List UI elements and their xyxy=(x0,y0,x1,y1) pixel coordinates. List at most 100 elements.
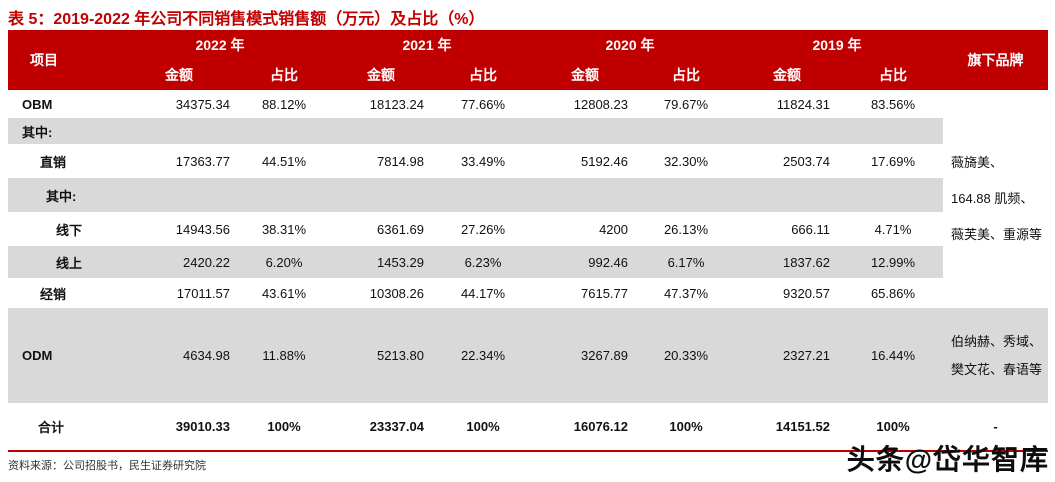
table-title: 表 5：2019-2022 年公司不同销售模式销售额（万元）及占比（%） xyxy=(8,11,485,28)
table-cell: 16076.12 xyxy=(573,419,628,434)
watermark-text: 头条@岱华智库 xyxy=(846,444,1049,475)
header-year-2020: 2020 年 金额 占比 xyxy=(529,30,731,90)
header-share: 占比 xyxy=(469,67,497,83)
table-cell: 666.11 xyxy=(791,221,830,237)
table-row-distribution: 经销 17011.57 43.61% 10308.26 44.17% 7615.… xyxy=(8,278,943,308)
table-cell: 992.46 xyxy=(588,254,628,270)
header-amount: 金额 xyxy=(571,67,599,83)
header-brands: 旗下品牌 xyxy=(967,52,1024,68)
table-cell: 100% xyxy=(466,419,500,434)
row-label: 合计 xyxy=(38,420,65,435)
table-body: OBM 34375.34 88.12% 18123.24 77.66% 1280… xyxy=(8,90,1048,450)
table-cell: 17363.77 xyxy=(175,153,230,169)
table-cell: 18123.24 xyxy=(369,96,424,112)
table-cell: 100% xyxy=(267,419,301,434)
table-cell: 7814.98 xyxy=(377,153,424,169)
table-cell: 43.61% xyxy=(261,285,307,301)
table-cell: 4.71% xyxy=(874,221,912,237)
table-cell xyxy=(731,118,843,144)
table-cell: 4200 xyxy=(599,221,628,237)
table-cell: 6.20% xyxy=(265,254,303,270)
table-cell xyxy=(243,118,325,144)
table-cell: 39010.33 xyxy=(175,419,230,434)
table-cell: 27.26% xyxy=(460,221,506,237)
table-cell: 5192.46 xyxy=(581,153,628,169)
table-cell: 22.34% xyxy=(460,348,506,363)
table-cell: 6.23% xyxy=(464,254,502,270)
table-cell: 47.37% xyxy=(663,285,709,301)
row-label: 线下 xyxy=(56,222,83,238)
table-cell: 88.12% xyxy=(261,96,307,112)
table-cell: 17011.57 xyxy=(176,285,230,301)
brands-odm-cell: 伯纳赫、秀域、樊文花、春语等 xyxy=(943,308,1048,403)
row-label: 其中: xyxy=(22,124,53,140)
row-label: 其中: xyxy=(46,188,77,204)
table-cell: 11.88% xyxy=(262,348,306,363)
header-year-2022: 2022 年 金额 占比 xyxy=(115,30,325,90)
sales-model-table: 项目 2022 年 金额 占比 2021 年 金额 占比 2020 年 金额 占… xyxy=(8,30,1048,452)
header-amount: 金额 xyxy=(165,67,193,83)
table-cell xyxy=(437,178,529,212)
row-label: OBM xyxy=(22,96,53,112)
table-row-odm: ODM 4634.98 11.88% 5213.80 22.34% 3267.8… xyxy=(8,308,943,403)
year-label: 2021 年 xyxy=(402,37,452,53)
table-cell: 12.99% xyxy=(870,254,916,270)
header-amount: 金额 xyxy=(773,67,801,83)
table-cell xyxy=(115,178,243,212)
table-row-among2: 其中: xyxy=(8,178,943,212)
header-year-2021: 2021 年 金额 占比 xyxy=(325,30,529,90)
table-cell: 83.56% xyxy=(870,96,916,112)
table-cell: 2327.21 xyxy=(783,348,830,363)
table-cell xyxy=(115,118,243,144)
table-cell xyxy=(437,118,529,144)
table-header: 项目 2022 年 金额 占比 2021 年 金额 占比 2020 年 金额 占… xyxy=(8,30,1048,90)
table-cell: 23337.04 xyxy=(369,419,424,434)
table-cell: 77.66% xyxy=(460,96,506,112)
table-cell: 3267.89 xyxy=(581,348,628,363)
table-cell: 100% xyxy=(876,419,910,434)
brands-obm-cell: 薇旖美、164.88 肌频、薇芙美、重源等 xyxy=(943,90,1048,308)
table-cell: 79.67% xyxy=(663,96,709,112)
table-cell: 20.33% xyxy=(663,348,709,363)
table-cell: 1837.62 xyxy=(783,254,830,270)
table-cell xyxy=(843,178,943,212)
table-cell: 2503.74 xyxy=(783,153,830,169)
table-cell: 65.86% xyxy=(870,285,916,301)
table-cell: 44.17% xyxy=(460,285,506,301)
table-cell: 32.30% xyxy=(663,153,709,169)
header-share: 占比 xyxy=(672,67,700,83)
table-cell: 9320.57 xyxy=(783,285,830,301)
table-cell: 12808.23 xyxy=(573,96,628,112)
table-cell: 38.31% xyxy=(261,221,307,237)
table-row-total: 合计 39010.33 100% 23337.04 100% 16076.12 … xyxy=(8,403,943,450)
year-label: 2020 年 xyxy=(605,37,655,53)
table-cell: 14943.56 xyxy=(175,221,230,237)
table-cell: 44.51% xyxy=(261,153,307,169)
table-cell xyxy=(843,118,943,144)
table-cell: 33.49% xyxy=(460,153,506,169)
subheader-row: 金额 占比 xyxy=(115,60,325,90)
table-cell: 16.44% xyxy=(870,348,916,363)
table-row-obm: OBM 34375.34 88.12% 18123.24 77.66% 1280… xyxy=(8,90,943,118)
table-cell: 6.17% xyxy=(667,254,705,270)
table-cell: 11824.31 xyxy=(776,96,830,112)
table-cell xyxy=(641,178,731,212)
table-cell: 2420.22 xyxy=(183,254,230,270)
header-share: 占比 xyxy=(879,67,907,83)
subheader-row: 金额 占比 xyxy=(529,60,731,90)
table-cell: 26.13% xyxy=(663,221,709,237)
header-item: 项目 xyxy=(30,52,58,68)
table-cell xyxy=(325,178,437,212)
brands-total-cell: - xyxy=(943,403,1048,450)
row-label: ODM xyxy=(22,348,53,363)
table-cell: 100% xyxy=(669,419,703,434)
row-label: 直销 xyxy=(40,154,67,170)
table-cell xyxy=(641,118,731,144)
header-share: 占比 xyxy=(270,67,298,83)
table-cell: 14151.52 xyxy=(775,419,830,434)
table-body-left: OBM 34375.34 88.12% 18123.24 77.66% 1280… xyxy=(8,90,943,450)
table-cell xyxy=(529,118,641,144)
brands-column: 薇旖美、164.88 肌频、薇芙美、重源等 伯纳赫、秀域、樊文花、春语等 - xyxy=(943,90,1048,450)
row-label: 经销 xyxy=(40,286,67,302)
table-row-direct-sales: 直销 17363.77 44.51% 7814.98 33.49% 5192.4… xyxy=(8,144,943,178)
